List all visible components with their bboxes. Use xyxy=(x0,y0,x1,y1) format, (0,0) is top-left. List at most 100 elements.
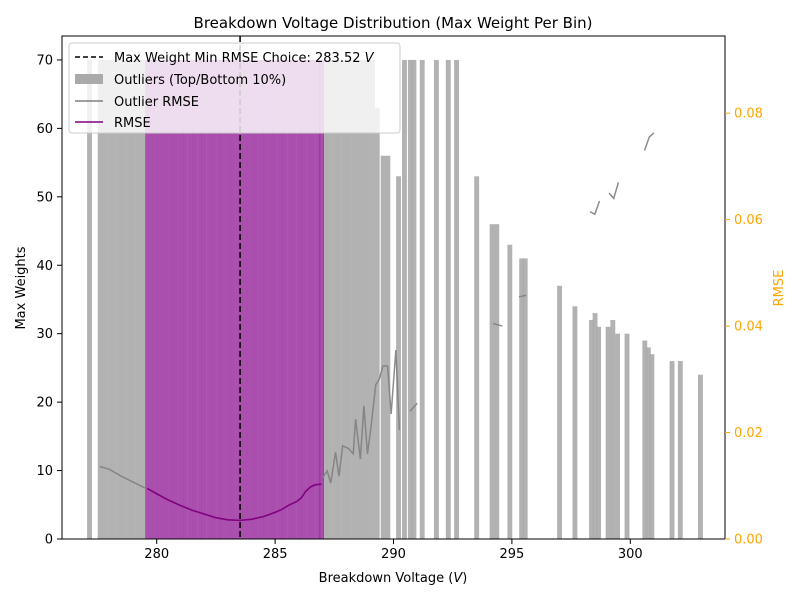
main-bar xyxy=(291,59,297,539)
legend-entry-choice: Max Weight Min RMSE Choice: 283.52 V xyxy=(114,51,375,66)
rmse-line-group xyxy=(146,483,322,522)
main-bar xyxy=(220,59,226,539)
outlier-bar xyxy=(677,361,683,539)
outlier-bar xyxy=(385,155,391,539)
main-bar xyxy=(254,59,259,539)
y-left-tick-label: 60 xyxy=(36,122,53,137)
outlier-bar xyxy=(121,59,127,539)
outlier-bar xyxy=(592,313,598,539)
outlier-bar xyxy=(649,354,655,539)
outlier-bar xyxy=(596,326,602,539)
main-bar xyxy=(187,59,193,539)
y-left-tick-label: 20 xyxy=(36,396,53,411)
main-bar xyxy=(145,59,150,539)
outlier-bar xyxy=(557,285,562,539)
outlier-bar xyxy=(519,258,525,539)
outlier-rmse-segment xyxy=(518,294,527,298)
main-bar xyxy=(319,59,325,539)
y-left-tick-label: 30 xyxy=(36,327,53,342)
outlier-rmse-lines xyxy=(99,132,655,489)
legend-entry-outlier-rmse: Outlier RMSE xyxy=(114,95,199,110)
main-bar xyxy=(206,59,212,539)
main-bar xyxy=(296,59,302,539)
outlier-bar xyxy=(374,107,380,539)
main-bar xyxy=(178,59,184,539)
outlier-bar xyxy=(489,224,495,540)
outlier-rmse-segment xyxy=(643,132,655,151)
main-bar xyxy=(272,59,278,539)
outlier-rmse-segment xyxy=(99,465,146,489)
outlier-bar xyxy=(351,59,356,539)
x-axis-label-text: Breakdown Voltage ( xyxy=(319,571,454,586)
main-bar xyxy=(235,59,240,539)
outlier-bar xyxy=(615,333,620,539)
y-left-tick-label: 40 xyxy=(36,259,53,274)
outlier-bar xyxy=(97,59,103,539)
main-bar xyxy=(225,59,231,539)
y-right-tick-label: 0.00 xyxy=(734,533,763,548)
y-axis-right-label: RMSE xyxy=(772,270,787,307)
outlier-rmse-segment xyxy=(608,182,620,200)
outlier-bar xyxy=(642,340,648,539)
outlier-bar xyxy=(474,176,480,539)
outlier-bar xyxy=(332,59,338,539)
outlier-bar xyxy=(645,347,651,539)
y-right-tick-label: 0.06 xyxy=(734,213,763,228)
outlier-rmse-segment xyxy=(409,402,418,412)
outlier-bar xyxy=(605,326,611,539)
outlier-bar xyxy=(102,59,108,539)
rmse-line xyxy=(146,483,322,522)
outlier-bar xyxy=(433,59,439,539)
main-bar xyxy=(154,59,160,539)
main-bar xyxy=(263,59,269,539)
legend-entry-outliers: Outliers (Top/Bottom 10%) xyxy=(114,73,286,88)
y-left-tick-label: 50 xyxy=(36,190,53,205)
outlier-bar xyxy=(346,59,352,539)
outlier-bar xyxy=(419,59,425,539)
main-bars-group xyxy=(145,59,325,539)
y-right-tick-label: 0.04 xyxy=(734,320,763,335)
outlier-bar xyxy=(130,59,136,539)
y-axis-left: 0 10 20 30 40 50 60 70 xyxy=(36,53,62,548)
outlier-bar xyxy=(126,59,132,539)
main-bar xyxy=(197,59,203,539)
main-bar xyxy=(239,59,245,539)
main-bar xyxy=(182,59,188,539)
main-bar xyxy=(315,59,321,539)
main-bar xyxy=(249,59,255,539)
main-bar xyxy=(268,59,274,539)
main-bar xyxy=(230,59,236,539)
outlier-bar xyxy=(140,59,146,539)
outlier-bar xyxy=(380,155,386,539)
x-axis-label: Breakdown Voltage (V) xyxy=(319,571,468,586)
outlier-bar xyxy=(445,59,451,539)
y-axis-left-label: Max Weights xyxy=(14,246,29,329)
outlier-bar xyxy=(370,59,375,539)
legend: Max Weight Min RMSE Choice: 283.52 V Out… xyxy=(68,42,401,134)
outlier-bar xyxy=(411,59,417,539)
outlier-bar xyxy=(624,333,630,539)
x-tick-label: 280 xyxy=(144,547,169,562)
outlier-bar xyxy=(111,59,117,539)
outlier-bar xyxy=(572,306,578,539)
main-bar xyxy=(211,59,217,539)
plot-area xyxy=(87,36,703,540)
outlier-bar xyxy=(507,244,513,539)
main-bar xyxy=(282,59,288,539)
x-tick-label: 285 xyxy=(263,547,288,562)
outlier-bar xyxy=(402,59,407,539)
outlier-rmse-segment xyxy=(321,349,401,484)
main-bar xyxy=(310,59,316,539)
y-axis-right: 0.00 0.02 0.04 0.06 0.08 xyxy=(725,107,763,548)
outlier-bar xyxy=(365,59,371,539)
x-tick-label: 295 xyxy=(499,547,524,562)
outlier-bar xyxy=(107,59,113,539)
y-left-tick-label: 0 xyxy=(45,533,53,548)
main-bar xyxy=(168,59,174,539)
x-tick-label: 300 xyxy=(618,547,643,562)
x-axis-label-close: ) xyxy=(462,571,467,586)
main-bar xyxy=(192,59,198,539)
outlier-rmse-segment xyxy=(589,200,601,216)
main-bar xyxy=(258,59,264,539)
